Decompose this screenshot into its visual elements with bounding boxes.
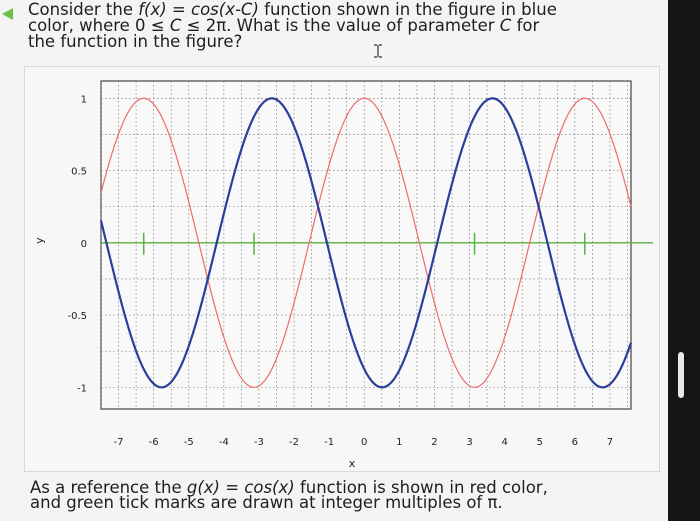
plot-area-border	[100, 80, 632, 410]
fx-expression: cos(x-C)	[191, 0, 259, 19]
x-tick-label: 6	[572, 437, 578, 448]
x-tick-label: -5	[184, 437, 194, 448]
function-plot: -1 -0.5 0 0.5 1 -7 -6 -5 -4 -3 -2 -1 0 1 2 3 4 5 6 7 y x	[33, 80, 653, 470]
y-tick-label: -1	[77, 383, 87, 394]
y-tick-label: -0.5	[67, 311, 87, 322]
plot-frame: -1 -0.5 0 0.5 1 -7 -6 -5 -4 -3 -2 -1 0 1 2 3 4 5 6 7 y x	[24, 66, 660, 472]
question-line-1: Consider the f(x) = cos(x-C) function sh…	[28, 0, 557, 19]
x-tick-label: -1	[324, 437, 334, 448]
x-tick-label: -4	[219, 437, 229, 448]
x-tick-label: 2	[431, 437, 437, 448]
y-tick-label: 0.5	[71, 167, 87, 178]
x-tick-label: 0	[361, 437, 367, 448]
blue-function-curve	[99, 97, 633, 389]
x-tick-label: 3	[466, 437, 472, 448]
ibeam-cursor-icon	[374, 44, 382, 58]
question-sheet: Consider the f(x) = cos(x-C) function sh…	[0, 0, 668, 521]
x-tick-label: -7	[114, 437, 124, 448]
gx-symbol: g(x)	[186, 478, 220, 497]
x-tick-label: -6	[149, 437, 159, 448]
gx-expression: cos(x)	[244, 478, 295, 497]
x-tick-labels: -7 -6 -5 -4 -3 -2 -1 0 1 2 3 4 5 6 7	[114, 437, 614, 448]
scrollbar-thumb[interactable]	[678, 352, 684, 398]
plot-area	[100, 80, 632, 410]
x-axis-label: x	[349, 457, 356, 470]
fx-symbol: f(x)	[138, 0, 167, 19]
reference-line-1: As a reference the g(x) = cos(x) functio…	[30, 478, 548, 497]
question-text: Consider the f(x) = cos(x-C) function sh…	[28, 0, 658, 51]
x-tick-label: 7	[607, 437, 613, 448]
x-tick-label: -2	[289, 437, 299, 448]
green-axis-marks	[101, 232, 653, 255]
arrow-left-icon[interactable]	[2, 8, 13, 20]
y-tick-label: 0	[81, 239, 87, 250]
x-tick-label: 1	[396, 437, 402, 448]
scrollbar-track[interactable]	[668, 0, 700, 521]
y-tick-labels: -1 -0.5 0 0.5 1	[67, 94, 87, 394]
x-tick-label: 5	[537, 437, 543, 448]
curves	[99, 97, 633, 389]
red-reference-curve	[100, 97, 632, 388]
y-tick-label: 1	[81, 94, 87, 105]
y-axis-label: y	[33, 237, 46, 244]
reference-line-2: and green tick marks are drawn at intege…	[30, 493, 503, 512]
question-line-3: the function in the figure?	[28, 32, 243, 51]
x-tick-label: 4	[501, 437, 507, 448]
x-tick-label: -3	[254, 437, 264, 448]
question-line-2: color, where 0 ≤ C ≤ 2π. What is the val…	[28, 16, 540, 35]
reference-text: As a reference the g(x) = cos(x) functio…	[30, 478, 660, 512]
